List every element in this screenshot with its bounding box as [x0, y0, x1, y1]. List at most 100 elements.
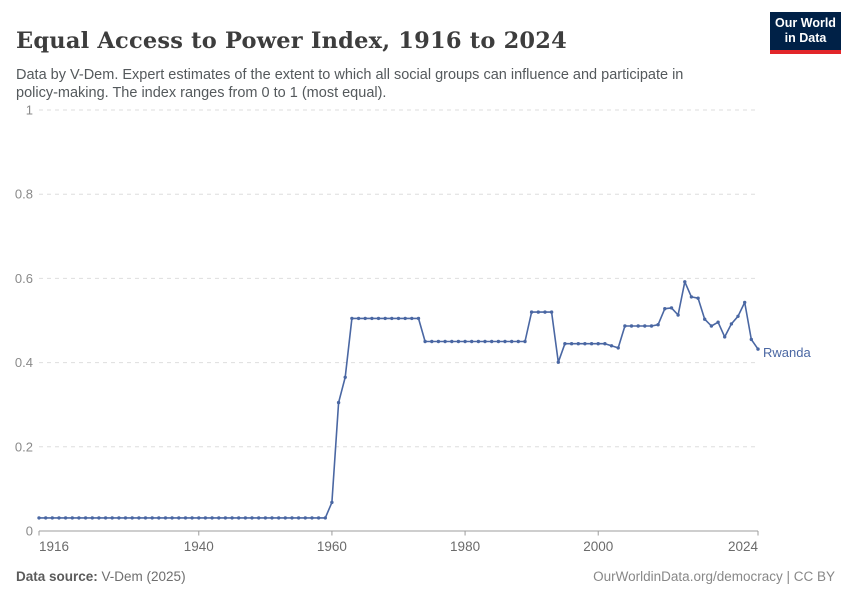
data-point[interactable]	[217, 516, 221, 520]
data-point[interactable]	[563, 342, 567, 346]
data-point[interactable]	[463, 339, 467, 344]
data-point[interactable]	[436, 339, 441, 344]
data-point[interactable]	[609, 344, 614, 348]
data-point[interactable]	[237, 516, 241, 520]
data-point[interactable]	[516, 339, 520, 344]
data-point[interactable]	[330, 500, 334, 505]
data-point[interactable]	[370, 316, 374, 321]
data-point[interactable]	[57, 516, 61, 520]
data-point[interactable]	[376, 316, 381, 321]
data-point[interactable]	[143, 516, 148, 520]
data-point[interactable]	[643, 324, 647, 328]
data-point[interactable]	[250, 516, 254, 520]
data-point[interactable]	[63, 516, 68, 520]
data-point[interactable]	[210, 516, 214, 520]
data-point[interactable]	[316, 516, 321, 520]
data-point[interactable]	[243, 516, 248, 520]
data-point[interactable]	[230, 516, 234, 520]
data-point[interactable]	[663, 307, 667, 311]
entity-label[interactable]: Rwanda	[763, 345, 811, 360]
data-point[interactable]	[283, 516, 287, 520]
data-point[interactable]	[603, 342, 607, 346]
data-point[interactable]	[390, 316, 394, 321]
data-point[interactable]	[50, 516, 54, 520]
data-point[interactable]	[257, 516, 261, 520]
data-point[interactable]	[476, 339, 481, 344]
data-point[interactable]	[403, 316, 407, 321]
data-point[interactable]	[510, 339, 514, 344]
data-point[interactable]	[669, 306, 674, 310]
data-point[interactable]	[423, 339, 427, 344]
data-point[interactable]	[569, 342, 574, 346]
data-point[interactable]	[323, 516, 327, 520]
data-point[interactable]	[197, 516, 201, 520]
data-point[interactable]	[629, 324, 634, 328]
data-point[interactable]	[689, 295, 694, 299]
data-point[interactable]	[163, 516, 168, 520]
data-point[interactable]	[656, 323, 660, 327]
data-point[interactable]	[483, 339, 487, 344]
credit-link[interactable]: OurWorldinData.org/democracy | CC BY	[593, 569, 835, 584]
data-point[interactable]	[589, 342, 594, 346]
data-point[interactable]	[110, 516, 114, 520]
data-point[interactable]	[616, 346, 620, 350]
data-point[interactable]	[277, 516, 281, 520]
data-point[interactable]	[223, 516, 228, 520]
data-point[interactable]	[623, 324, 627, 328]
data-point[interactable]	[523, 339, 527, 344]
data-point[interactable]	[703, 317, 707, 321]
data-point[interactable]	[503, 339, 507, 344]
data-point[interactable]	[117, 516, 121, 520]
data-point[interactable]	[676, 313, 680, 317]
data-point[interactable]	[123, 516, 128, 520]
data-point[interactable]	[649, 324, 654, 328]
data-point[interactable]	[443, 339, 447, 344]
data-point[interactable]	[290, 516, 294, 520]
data-point[interactable]	[83, 516, 88, 520]
data-point[interactable]	[749, 337, 753, 342]
data-point[interactable]	[303, 516, 307, 520]
data-point[interactable]	[583, 342, 587, 346]
data-point[interactable]	[37, 516, 41, 520]
data-point[interactable]	[310, 516, 314, 520]
data-point[interactable]	[170, 516, 174, 520]
data-point[interactable]	[543, 310, 547, 314]
data-point[interactable]	[576, 342, 580, 346]
data-point[interactable]	[336, 400, 341, 405]
data-point[interactable]	[363, 316, 367, 321]
data-point[interactable]	[103, 516, 108, 520]
data-point[interactable]	[536, 310, 540, 314]
data-point[interactable]	[383, 316, 387, 321]
data-point[interactable]	[496, 339, 501, 344]
data-point[interactable]	[150, 516, 154, 520]
data-point[interactable]	[450, 339, 454, 344]
data-point[interactable]	[636, 324, 640, 328]
data-point[interactable]	[456, 339, 461, 344]
data-point[interactable]	[90, 516, 95, 520]
data-point[interactable]	[410, 316, 414, 321]
data-point[interactable]	[130, 516, 134, 520]
data-point[interactable]	[183, 516, 188, 520]
data-point[interactable]	[549, 310, 554, 314]
data-point[interactable]	[490, 339, 494, 344]
data-point[interactable]	[716, 320, 720, 324]
data-point[interactable]	[157, 516, 161, 520]
data-point[interactable]	[203, 516, 208, 520]
data-point[interactable]	[97, 516, 101, 520]
data-point[interactable]	[556, 360, 560, 364]
data-point[interactable]	[177, 516, 181, 520]
data-point[interactable]	[70, 516, 75, 520]
data-point[interactable]	[396, 316, 401, 321]
data-point[interactable]	[696, 296, 700, 300]
data-point[interactable]	[743, 300, 747, 305]
data-point[interactable]	[723, 335, 727, 339]
data-point[interactable]	[430, 339, 434, 344]
data-point[interactable]	[44, 516, 48, 520]
data-point[interactable]	[77, 516, 81, 520]
data-point[interactable]	[356, 316, 361, 321]
data-point[interactable]	[343, 375, 347, 379]
data-point[interactable]	[729, 322, 734, 326]
data-point[interactable]	[263, 516, 268, 520]
data-point[interactable]	[756, 347, 760, 351]
